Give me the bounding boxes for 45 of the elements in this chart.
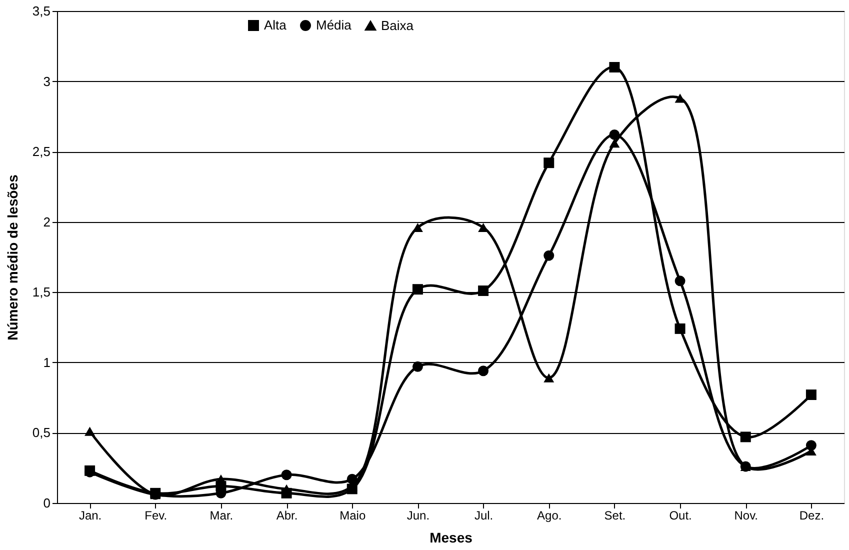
point bbox=[84, 426, 96, 436]
point bbox=[281, 470, 292, 480]
point bbox=[674, 323, 686, 334]
y-tick-label: 1 bbox=[43, 354, 50, 370]
x-axis-title: Meses bbox=[430, 530, 473, 546]
x-tick-label: Abr. bbox=[276, 508, 298, 522]
point bbox=[806, 390, 816, 400]
y-axis-title: Número médio de lesões bbox=[4, 174, 20, 340]
y-tick-label: 0,5 bbox=[32, 425, 50, 440]
point bbox=[412, 284, 423, 295]
x-tick-label: Jan. bbox=[78, 508, 102, 522]
point bbox=[609, 129, 620, 140]
point bbox=[544, 250, 554, 261]
y-tick-label: 1,5 bbox=[32, 284, 50, 300]
x-tick-label: Nov. bbox=[734, 508, 758, 522]
x-tick-label: Fev. bbox=[144, 508, 168, 522]
point bbox=[478, 285, 489, 296]
point bbox=[740, 432, 751, 442]
y-tick-label: 2 bbox=[43, 214, 50, 230]
point bbox=[412, 222, 423, 232]
legend-label: Média bbox=[316, 18, 352, 33]
y-tick-label: 3,5 bbox=[32, 4, 50, 18]
y-tick-label: 2,5 bbox=[32, 144, 50, 160]
x-tick-label: Jul. bbox=[474, 508, 494, 522]
x-tick-label: Jun. bbox=[406, 508, 430, 522]
legend-label: Alta bbox=[264, 18, 288, 33]
point bbox=[412, 361, 423, 372]
point bbox=[674, 276, 686, 286]
point bbox=[609, 62, 620, 72]
x-tick-label: Maio bbox=[340, 508, 366, 522]
x-tick-label: Out. bbox=[669, 508, 692, 522]
x-tick-label: Ago. bbox=[537, 508, 562, 522]
point bbox=[609, 138, 620, 148]
y-tick-label: 3 bbox=[43, 74, 50, 89]
legend-label: Baixa bbox=[381, 18, 414, 33]
point bbox=[216, 474, 226, 484]
x-tick-label: Dez. bbox=[799, 508, 824, 522]
point bbox=[544, 158, 554, 168]
point bbox=[544, 373, 554, 382]
x-tick-label: Set. bbox=[604, 508, 626, 522]
point bbox=[346, 474, 358, 484]
y-tick-label: 0 bbox=[43, 496, 50, 510]
point bbox=[674, 94, 686, 103]
point bbox=[478, 366, 489, 376]
x-tick-label: Mar. bbox=[210, 508, 234, 522]
